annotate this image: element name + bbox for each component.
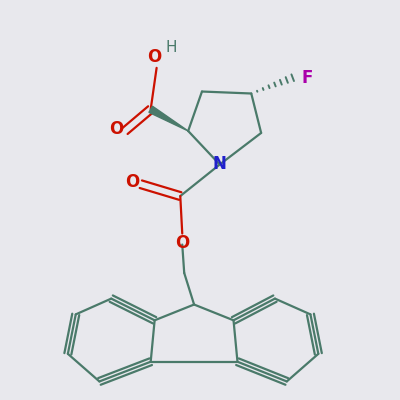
Text: N: N (213, 156, 227, 174)
Text: O: O (148, 48, 162, 66)
Polygon shape (149, 106, 188, 131)
Text: O: O (109, 120, 124, 138)
Text: F: F (301, 69, 313, 87)
Text: O: O (125, 173, 139, 191)
Text: H: H (166, 40, 177, 55)
Text: O: O (175, 234, 189, 252)
